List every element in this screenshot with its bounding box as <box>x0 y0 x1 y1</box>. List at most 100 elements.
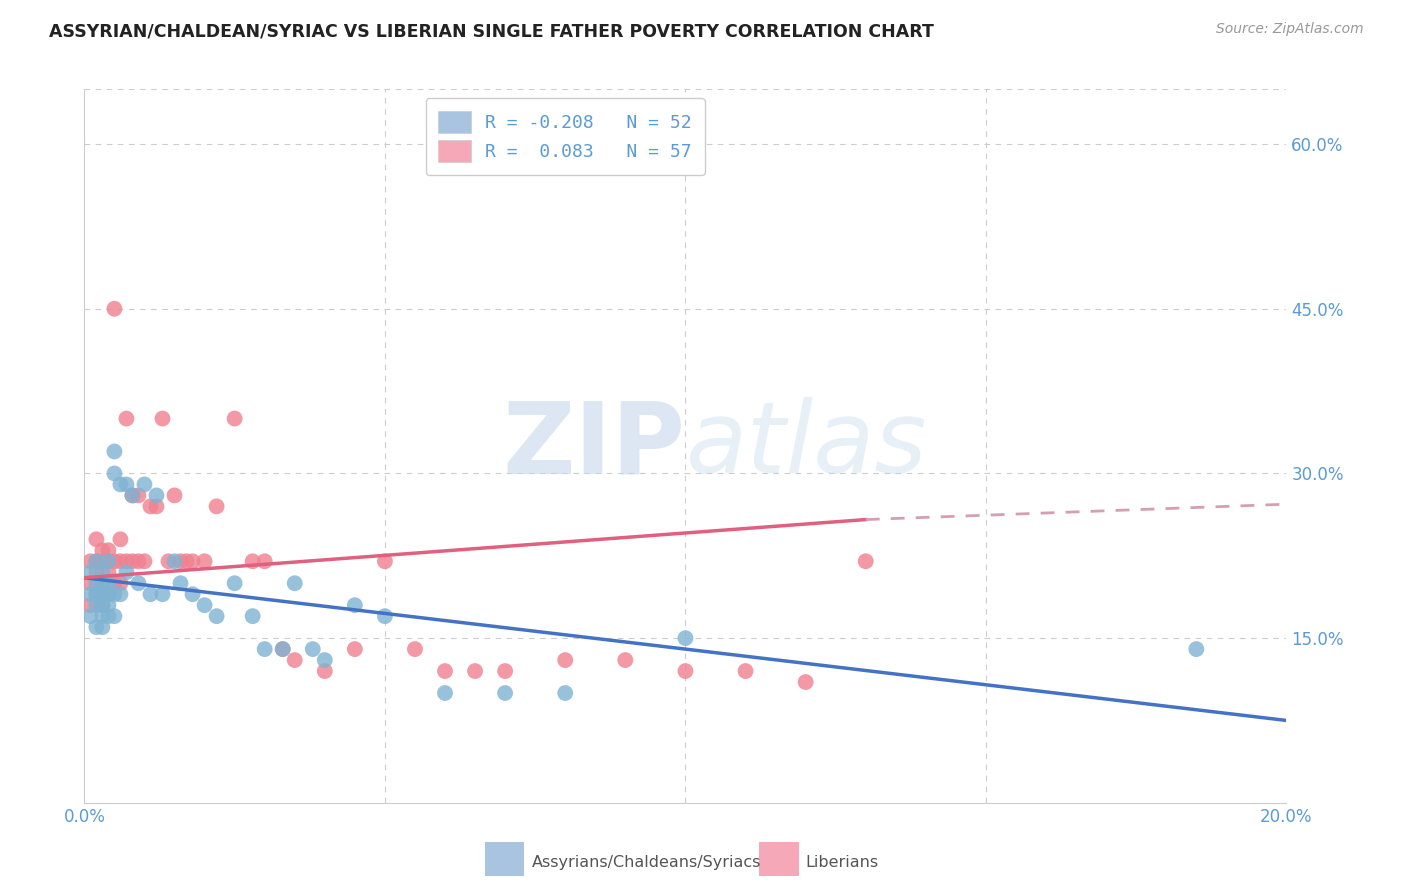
Point <box>115 566 138 580</box>
Point <box>374 554 396 568</box>
Point <box>554 653 576 667</box>
Point <box>121 488 143 502</box>
Point <box>169 576 191 591</box>
Point <box>103 554 125 568</box>
Point <box>91 609 114 624</box>
Point <box>103 587 125 601</box>
Point <box>97 576 120 591</box>
Point <box>127 488 149 502</box>
Point <box>86 620 108 634</box>
Point <box>97 554 120 568</box>
Text: Liberians: Liberians <box>806 855 879 870</box>
Point <box>855 554 877 568</box>
Point <box>284 653 307 667</box>
Point <box>115 554 138 568</box>
Point <box>97 609 120 624</box>
Point <box>176 554 198 568</box>
Point <box>494 686 516 700</box>
Point <box>103 444 125 458</box>
Point <box>91 576 114 591</box>
Point <box>110 477 132 491</box>
Point <box>110 554 132 568</box>
Point <box>194 554 217 568</box>
Point <box>91 587 114 601</box>
Point <box>163 554 186 568</box>
Point <box>343 598 366 612</box>
Point <box>91 598 114 612</box>
Point <box>194 598 217 612</box>
Point <box>79 566 101 580</box>
Point <box>91 566 114 580</box>
Point <box>79 587 101 601</box>
Point <box>115 411 138 425</box>
Point <box>152 587 174 601</box>
Point <box>554 686 576 700</box>
Point <box>181 587 204 601</box>
Point <box>86 554 108 568</box>
Point <box>103 609 125 624</box>
Point <box>97 543 120 558</box>
Point <box>253 554 276 568</box>
Point <box>86 587 108 601</box>
Point <box>121 488 143 502</box>
Point <box>103 467 125 481</box>
Text: atlas: atlas <box>686 398 927 494</box>
Point <box>86 598 108 612</box>
Point <box>314 653 336 667</box>
Point <box>110 576 132 591</box>
Point <box>284 576 307 591</box>
Point <box>224 576 246 591</box>
Point <box>675 631 697 645</box>
Point <box>79 554 101 568</box>
Point <box>91 620 114 634</box>
Point <box>110 587 132 601</box>
Point <box>614 653 637 667</box>
Point <box>734 664 756 678</box>
Point <box>343 642 366 657</box>
Text: ASSYRIAN/CHALDEAN/SYRIAC VS LIBERIAN SINGLE FATHER POVERTY CORRELATION CHART: ASSYRIAN/CHALDEAN/SYRIAC VS LIBERIAN SIN… <box>49 22 934 40</box>
Point <box>86 587 108 601</box>
Point <box>224 411 246 425</box>
Point <box>242 554 264 568</box>
Point <box>110 533 132 547</box>
Point <box>152 411 174 425</box>
Point <box>145 488 167 502</box>
Point <box>91 543 114 558</box>
Point <box>79 598 101 612</box>
Point <box>86 533 108 547</box>
Point <box>79 609 101 624</box>
Point <box>434 686 457 700</box>
Point <box>139 587 162 601</box>
Point <box>97 587 120 601</box>
Point <box>91 598 114 612</box>
Point <box>91 554 114 568</box>
Point <box>271 642 294 657</box>
Point <box>434 664 457 678</box>
Point <box>205 609 228 624</box>
Point <box>157 554 180 568</box>
Point <box>301 642 323 657</box>
Point <box>675 664 697 678</box>
Point <box>139 500 162 514</box>
Point <box>127 576 149 591</box>
Point <box>145 500 167 514</box>
Point <box>134 554 156 568</box>
Text: Assyrians/Chaldeans/Syriacs: Assyrians/Chaldeans/Syriacs <box>531 855 761 870</box>
Point <box>121 554 143 568</box>
Point <box>404 642 426 657</box>
Point <box>242 609 264 624</box>
Point <box>115 477 138 491</box>
Point <box>97 587 120 601</box>
Point <box>205 500 228 514</box>
Point <box>181 554 204 568</box>
Text: Source: ZipAtlas.com: Source: ZipAtlas.com <box>1216 22 1364 37</box>
Point <box>86 576 108 591</box>
Point <box>253 642 276 657</box>
Point <box>494 664 516 678</box>
Point <box>374 609 396 624</box>
Point <box>97 554 120 568</box>
Text: ZIP: ZIP <box>502 398 686 494</box>
Point <box>271 642 294 657</box>
Legend: R = -0.208   N = 52, R =  0.083   N = 57: R = -0.208 N = 52, R = 0.083 N = 57 <box>426 98 704 175</box>
Point <box>103 576 125 591</box>
